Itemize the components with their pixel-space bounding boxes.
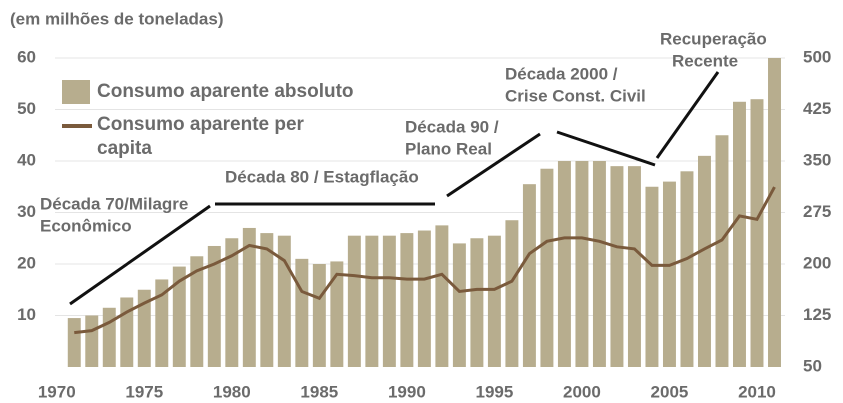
- x-tick-label: 2000: [563, 382, 601, 401]
- x-tick-label: 1985: [300, 382, 338, 401]
- annotation: Década 80 / Estagflação: [225, 167, 419, 186]
- bar: [295, 258, 309, 367]
- bar: [715, 135, 729, 367]
- annotation: Década 2000 /: [505, 64, 618, 83]
- bar: [225, 238, 239, 367]
- legend-swatch: [62, 80, 90, 104]
- bar: [697, 155, 711, 367]
- y-tick-label: 40: [17, 150, 36, 169]
- annotation-line: [655, 71, 720, 159]
- bar: [85, 315, 99, 367]
- y2-tick-label: 275: [803, 202, 831, 221]
- bar: [627, 166, 641, 367]
- annotation: Plano Real: [405, 139, 492, 158]
- bar: [347, 235, 361, 367]
- legend-label: Consumo aparente absoluto: [97, 81, 354, 102]
- bar: [172, 266, 186, 367]
- bar: [610, 166, 624, 367]
- bar: [155, 279, 169, 367]
- annotation: Econômico: [40, 216, 132, 235]
- bar: [400, 233, 414, 367]
- x-tick-label: 1995: [475, 382, 513, 401]
- bar: [662, 181, 676, 367]
- line: [74, 186, 776, 335]
- legend-label: Consumo aparente per capita: [97, 114, 304, 159]
- y2-tick-label: 425: [803, 99, 831, 118]
- y-tick-label: 20: [17, 253, 36, 272]
- annotation: Década 70/Milagre: [40, 194, 188, 213]
- bar: [592, 161, 606, 367]
- annotation: Recuperação: [660, 29, 767, 48]
- bar: [487, 235, 501, 367]
- bar: [137, 289, 151, 367]
- bar: [312, 264, 326, 367]
- bar: [557, 161, 571, 367]
- bar: [470, 238, 484, 367]
- y-tick-label: 30: [17, 202, 36, 221]
- bar: [207, 245, 221, 367]
- y-tick-label: 60: [17, 47, 36, 66]
- bar: [417, 230, 431, 367]
- bar: [750, 99, 764, 367]
- y2-tick-label: 200: [803, 253, 831, 272]
- annotation: Crise Const. Civil: [505, 86, 646, 105]
- y2-tick-label: 350: [803, 150, 831, 169]
- x-tick-label: 1975: [125, 382, 163, 401]
- axis-note: (em milhões de toneladas): [10, 9, 224, 28]
- bar: [505, 220, 519, 367]
- bar: [277, 235, 291, 367]
- bar: [260, 233, 274, 367]
- annotation-line: [446, 132, 541, 198]
- bar: [102, 307, 116, 367]
- annotation-line: [556, 130, 656, 167]
- bar: [645, 186, 659, 367]
- y2-tick-label: 500: [803, 47, 831, 66]
- bar: [575, 161, 589, 367]
- bar: [190, 256, 204, 367]
- bar: [382, 235, 396, 367]
- bar: [242, 227, 256, 367]
- x-tick-label: 1990: [388, 382, 426, 401]
- bar: [435, 225, 449, 367]
- bar: [522, 184, 536, 367]
- y-tick-label: 50: [17, 99, 36, 118]
- annotation: Recente: [672, 51, 738, 70]
- x-tick-label: 2010: [738, 382, 776, 401]
- bar: [452, 243, 466, 367]
- bar: [120, 297, 134, 367]
- x-tick-label: 1970: [38, 382, 76, 401]
- annotation-line: [69, 204, 211, 306]
- bar: [680, 171, 694, 367]
- y-tick-label: 10: [17, 305, 36, 324]
- y2-tick-label: 50: [803, 356, 822, 375]
- bar: [540, 168, 554, 367]
- annotation: Década 90 /: [405, 117, 499, 136]
- x-tick-label: 2005: [651, 382, 689, 401]
- bar: [365, 235, 379, 367]
- bar: [768, 58, 781, 367]
- bar: [67, 318, 81, 367]
- bar: [733, 101, 746, 368]
- y2-tick-label: 125: [803, 305, 831, 324]
- x-tick-label: 1980: [213, 382, 251, 401]
- bar: [330, 261, 344, 367]
